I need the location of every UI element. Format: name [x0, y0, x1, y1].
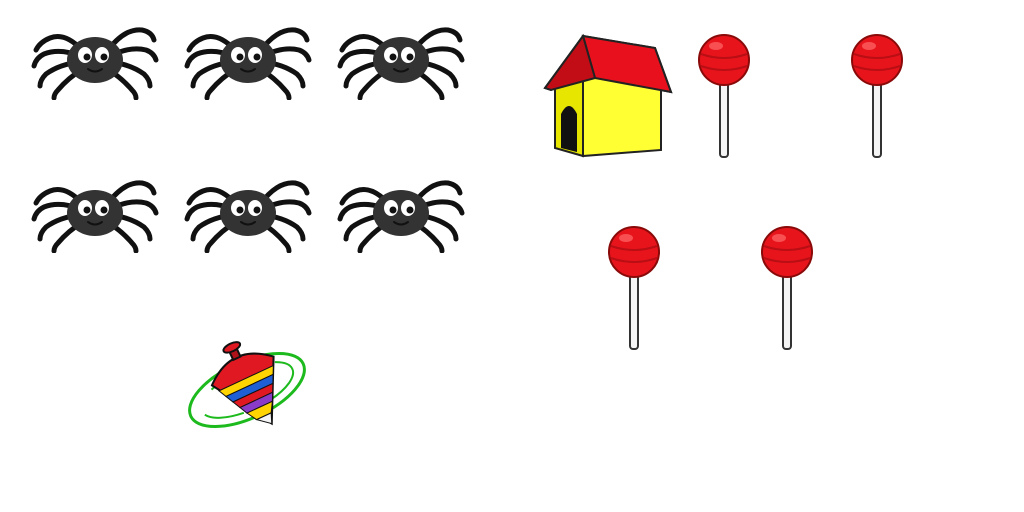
lollipop	[694, 32, 754, 162]
spinning-top	[188, 341, 306, 428]
dog-house	[543, 33, 673, 158]
lollipop	[757, 224, 817, 354]
lollipop	[847, 32, 907, 162]
spider	[183, 173, 313, 253]
spider	[30, 20, 160, 100]
lollipop	[604, 224, 664, 354]
spider	[30, 173, 160, 253]
spider	[336, 20, 466, 100]
spider	[183, 20, 313, 100]
spider	[336, 173, 466, 253]
